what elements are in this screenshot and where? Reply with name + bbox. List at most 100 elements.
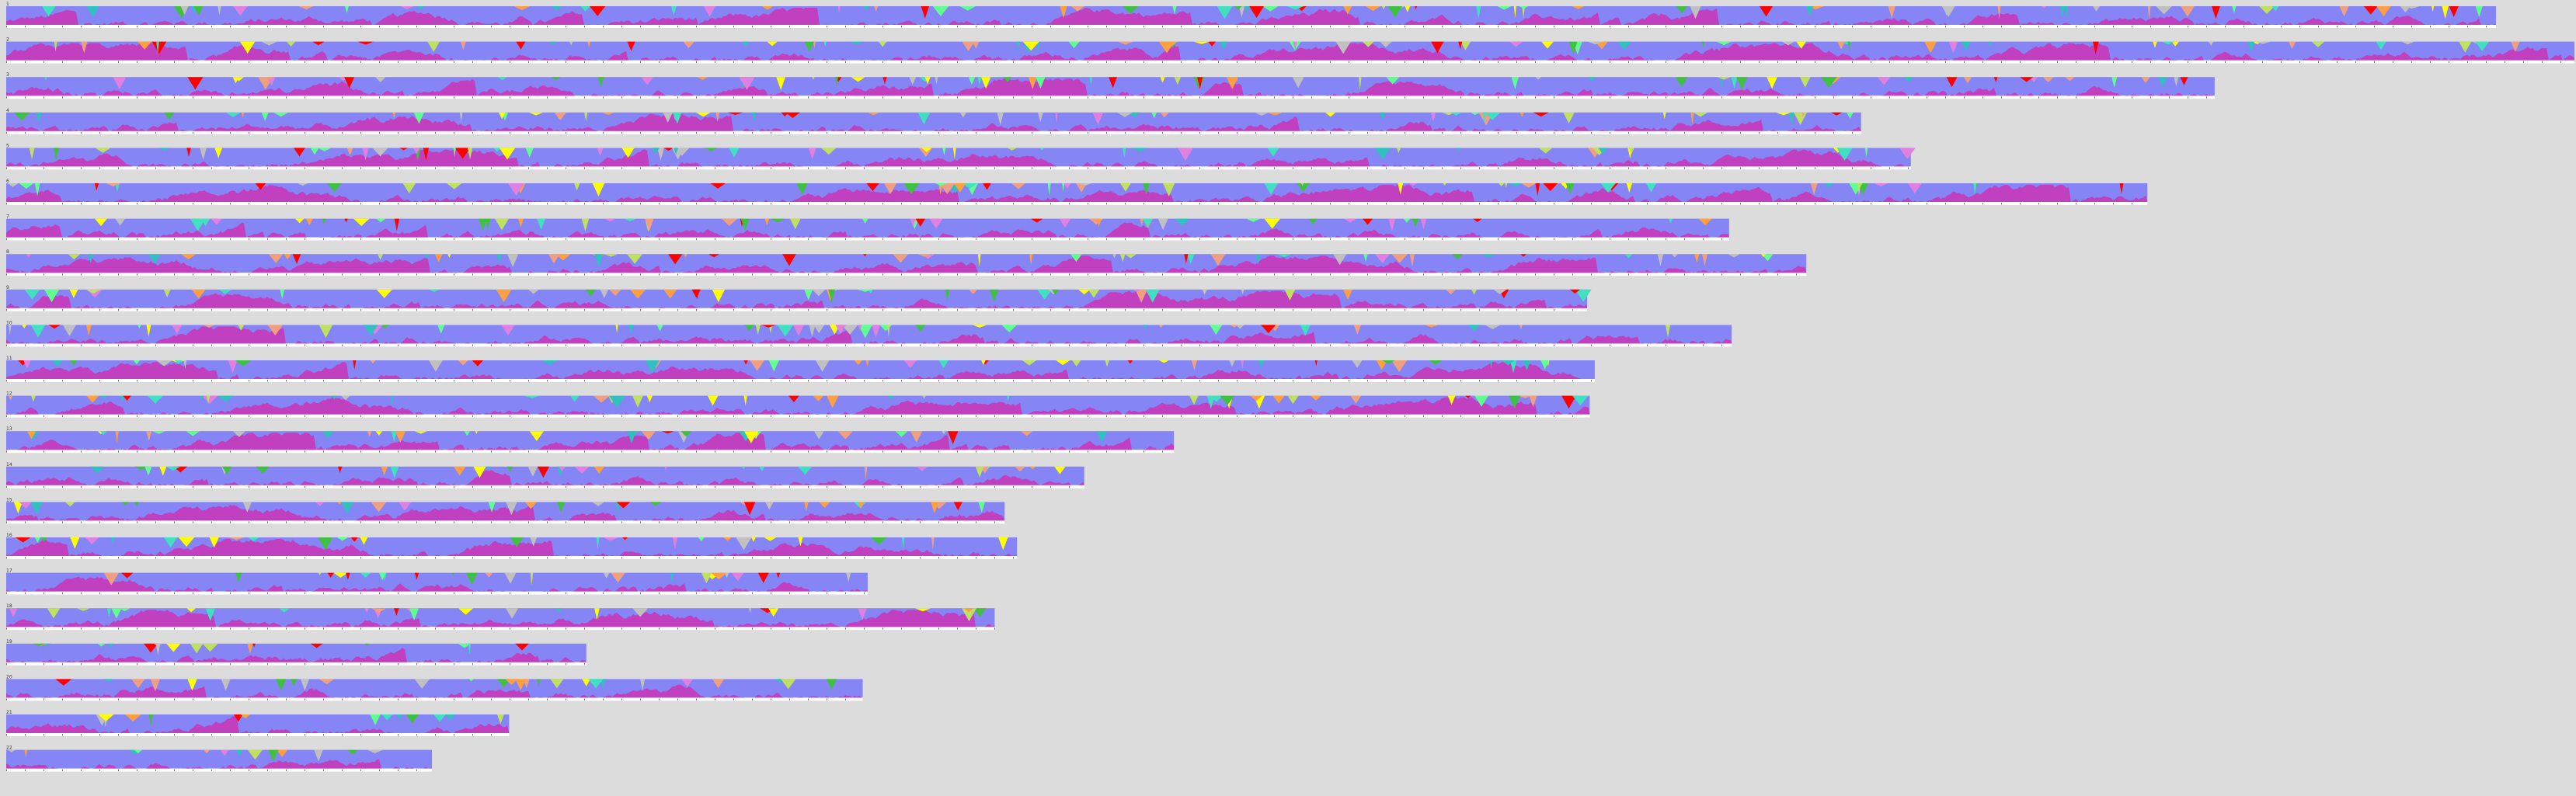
ancestry-area-bottom — [6, 78, 2215, 96]
ancestry-blip — [134, 466, 148, 471]
track-tick — [1423, 26, 1424, 28]
track-tick — [1740, 61, 1741, 64]
track-tick — [416, 273, 417, 276]
track-tick — [1964, 61, 1965, 64]
ancestry-blip — [776, 572, 781, 579]
ancestry-blip — [211, 218, 222, 225]
track-tick — [659, 26, 660, 28]
ancestry-blip — [1029, 254, 1033, 266]
track-tick — [211, 203, 212, 205]
track-tick — [286, 415, 287, 418]
ancestry-blip — [460, 41, 466, 50]
track-tick — [491, 26, 492, 28]
ancestry-blip — [1158, 41, 1175, 54]
ancestry-blip — [1561, 395, 1576, 409]
track-tick — [864, 592, 865, 595]
track-tick — [1237, 203, 1238, 205]
track-tick — [323, 557, 324, 559]
track-tick — [118, 450, 119, 453]
track-tick — [659, 131, 660, 134]
ancestry-area-bottom — [6, 505, 1005, 521]
track-underline — [6, 520, 1005, 524]
track-underline — [6, 343, 1732, 347]
track-tick — [230, 344, 231, 346]
chromosome-track-11: 11 — [6, 356, 1595, 382]
track-tick — [2169, 26, 2170, 28]
track-tick — [957, 96, 958, 99]
ancestry-blip — [1874, 183, 1888, 187]
track-tick — [379, 521, 380, 523]
ancestry-blip — [828, 289, 836, 303]
ancestry-blip — [1238, 6, 1245, 18]
track-tick — [211, 734, 212, 736]
track-tick — [994, 450, 995, 453]
ancestry-blip — [909, 77, 917, 85]
track-tick — [1386, 203, 1387, 205]
track-tick — [342, 662, 343, 666]
ancestry-blip — [990, 289, 999, 302]
track-tick — [1535, 61, 1536, 64]
track-tick — [2094, 26, 2095, 28]
track-tick — [808, 26, 809, 28]
track-tick — [2430, 26, 2431, 28]
track-tick — [528, 167, 529, 169]
ancestry-blip — [541, 360, 558, 365]
ancestry-blip — [134, 502, 140, 506]
ancestry-blip — [513, 6, 530, 10]
track-tick — [286, 627, 287, 630]
track-tick — [1367, 308, 1368, 311]
track-tick — [25, 380, 26, 382]
track-tick — [1218, 203, 1219, 205]
ancestry-area-bottom — [6, 433, 1175, 450]
track-tick — [621, 344, 622, 346]
ancestry-blip — [1055, 112, 1058, 124]
ancestry-blip — [1538, 148, 1553, 154]
track-tick — [2318, 61, 2319, 64]
track-tick — [603, 96, 604, 99]
track-tick — [211, 26, 212, 28]
track-tick — [994, 238, 995, 241]
track-tick — [99, 203, 100, 205]
track-tick — [733, 485, 734, 488]
track-tick — [1647, 238, 1648, 241]
ancestry-blip — [1362, 41, 1374, 47]
track-tick — [1237, 238, 1238, 241]
track-tick — [696, 592, 697, 595]
track-tick — [677, 96, 678, 99]
track-tick — [1106, 61, 1107, 64]
ancestry-blip — [1595, 41, 1608, 50]
track-tick — [2262, 26, 2263, 28]
track-tick — [1199, 203, 1200, 205]
ancestry-blip — [240, 714, 251, 719]
ancestry-blip — [2232, 6, 2237, 14]
ancestry-blip — [40, 537, 47, 542]
track-tick — [1572, 61, 1573, 64]
track-tick — [659, 203, 660, 205]
track-tick — [1703, 203, 1704, 205]
ancestry-blip — [2449, 6, 2459, 17]
track-tick — [920, 26, 921, 28]
track-tick — [1069, 415, 1070, 418]
ancestry-blip — [1381, 6, 1386, 10]
track-tick — [1274, 26, 1275, 28]
ancestry-blip — [862, 218, 869, 224]
ancestry-blip — [378, 254, 384, 260]
track-tick — [677, 557, 678, 559]
ancestry-blip — [751, 537, 756, 542]
track-tick — [342, 521, 343, 523]
track-tick — [2094, 96, 2095, 99]
track-tick — [174, 662, 175, 666]
ancestry-blip — [1376, 360, 1387, 370]
track-tick — [1647, 344, 1648, 346]
ancestry-blip — [1598, 148, 1608, 155]
track-tick — [1106, 308, 1107, 311]
ancestry-blip — [498, 112, 506, 120]
ancestry-blip — [1519, 112, 1524, 118]
track-tick — [323, 61, 324, 64]
track-tick — [1013, 344, 1014, 346]
track-tick — [864, 273, 865, 276]
ancestry-blip — [221, 466, 232, 475]
track-tick — [957, 131, 958, 134]
ancestry-blip — [497, 77, 507, 81]
track-tick — [845, 592, 846, 595]
